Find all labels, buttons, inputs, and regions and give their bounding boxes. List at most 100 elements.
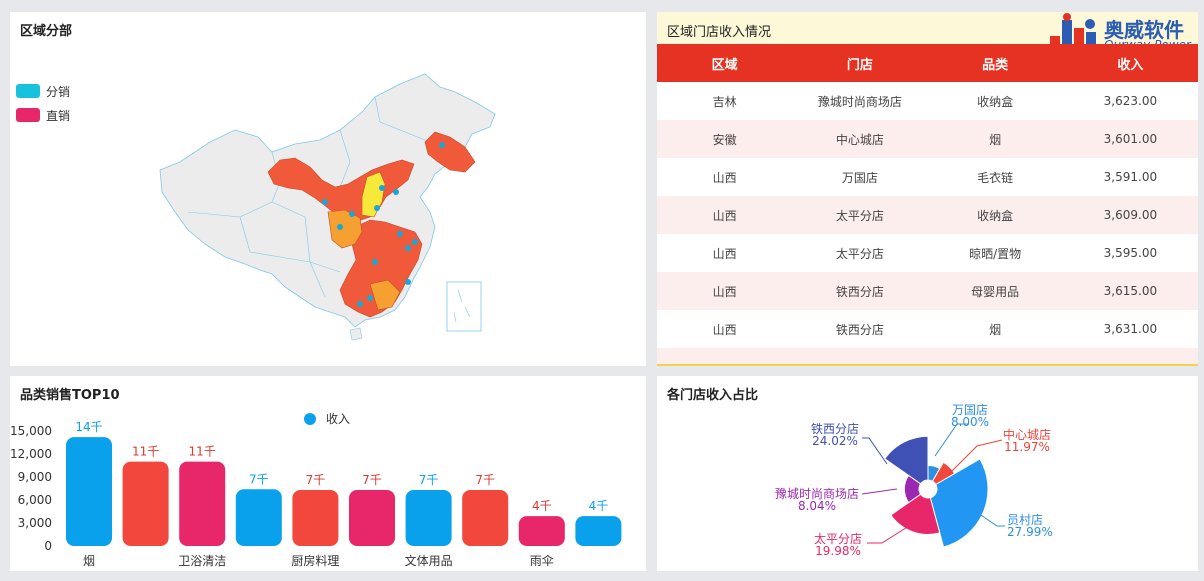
bar[interactable] [66, 437, 112, 546]
column-header-category[interactable]: 品类 [927, 44, 1063, 82]
region-distribution-south[interactable] [369, 279, 401, 311]
rose-label-line [861, 488, 898, 495]
cell-store: 铁西分店 [835, 322, 884, 337]
bar[interactable] [405, 490, 452, 546]
cell-store: 太平分店 [792, 196, 928, 234]
rose-label-name: 豫城时尚商场店 [775, 486, 859, 501]
rose-slice[interactable] [884, 435, 929, 485]
x-tick-label: 烟 [83, 554, 95, 568]
cell-category: 烟 [989, 322, 1002, 337]
table-row[interactable]: 吉林 豫城时尚商场店 收纳盒 3,623.00 [657, 82, 1198, 120]
rose-center [919, 480, 937, 498]
legend-dot-income [304, 412, 316, 425]
rose-label-line [974, 510, 1005, 527]
cell-category: 烟 [927, 120, 1063, 158]
cell-region: 山西 [712, 322, 737, 337]
store-marker [397, 231, 403, 237]
table-row[interactable]: 山西 铁西分店 母婴用品 3,615.00 [657, 272, 1198, 310]
map-panel-title: 区域分部 [20, 24, 73, 39]
rose-label-pct: 8.04% [798, 499, 836, 513]
y-tick-label: 12,000 [10, 447, 52, 461]
legend-item-direct[interactable]: 直销 [16, 103, 70, 127]
bar-legend[interactable]: 收入 [304, 410, 350, 427]
cell-category: 母婴用品 [927, 272, 1063, 310]
cell-region: 山西 [657, 272, 793, 310]
legend-label-direct: 直销 [46, 108, 71, 123]
cell-category: 收纳盒 [927, 196, 1063, 234]
bar[interactable] [462, 490, 509, 546]
bar[interactable] [518, 516, 565, 546]
store-marker [349, 211, 355, 217]
cell-category: 毛衣链 [977, 170, 1014, 185]
bar[interactable] [292, 490, 339, 546]
rose-label-name: 万国店 [952, 403, 988, 417]
store-marker [357, 301, 363, 307]
cell-store: 铁西分店 [792, 272, 928, 310]
cell-region: 安徽 [657, 120, 793, 158]
legend-label-income: 收入 [326, 412, 351, 426]
table-row[interactable]: 安徽 中心城店 烟 3,601.00 [657, 120, 1198, 158]
region-distribution-west[interactable] [327, 209, 363, 249]
table-row[interactable]: 山西 太平分店 晾晒/置物 3,595.00 [657, 234, 1198, 272]
y-tick-label: 15,000 [10, 424, 52, 438]
column-header-store[interactable]: 门店 [792, 44, 928, 82]
region-map-panel: 区域分部 分销 直销 [10, 12, 646, 366]
store-marker [405, 245, 411, 251]
store-markers [322, 142, 445, 307]
x-tick-label: 厨房料理 [291, 553, 339, 568]
table-row[interactable]: 山西 万国店 毛衣链 3,591.00 [657, 158, 1198, 196]
cell-category: 收纳盒 [977, 94, 1014, 109]
china-map[interactable] [10, 12, 646, 366]
store-marker [374, 205, 380, 211]
region-direct-northeast[interactable] [424, 131, 476, 173]
y-tick-label: 9,000 [18, 470, 52, 484]
rose-label-line [948, 439, 1003, 475]
bar-data-label: 7千 [419, 473, 439, 487]
table-row[interactable]: 山西 太平分店 收纳盒 3,609.00 [657, 196, 1198, 234]
logo-main-text: 奥威软件 [1104, 18, 1184, 42]
cell-income: 3,595.00 [1103, 246, 1158, 260]
store-marker [412, 239, 418, 245]
column-header-income[interactable]: 收入 [1062, 44, 1198, 82]
bar-data-label: 14千 [75, 420, 102, 434]
legend-label-distribution: 分销 [46, 84, 71, 99]
pie-panel-title: 各门店收入占比 [667, 388, 759, 403]
cell-income: 3,601.00 [1062, 120, 1198, 158]
bar-panel-title: 品类销售TOP10 [20, 388, 120, 403]
store-marker [379, 185, 385, 191]
column-header-region[interactable]: 区域 [657, 44, 793, 82]
store-income-panel: 区域门店收入情况 奥威软件 Ourway Power 区域 门店 品类 收入 吉… [657, 12, 1198, 366]
category-sales-panel: 品类销售TOP10 收入 0 3,000 6,000 9,000 12,000 15,00… [10, 376, 646, 571]
rose-label-line [934, 423, 969, 457]
rose-label-line [862, 437, 888, 465]
bar[interactable] [122, 461, 169, 546]
bar[interactable] [235, 489, 282, 546]
bar-data-label: 7千 [249, 472, 269, 486]
table-row[interactable]: 山西 铁西分店 烟 3,631.00 [657, 310, 1198, 348]
rose-label-pct: 19.98% [815, 544, 861, 558]
cell-store: 中心城店 [792, 120, 928, 158]
table-panel-title: 区域门店收入情况 [667, 25, 772, 40]
table-header-bar [657, 12, 1198, 44]
bar[interactable] [575, 516, 622, 546]
bar-data-label: 11千 [132, 445, 159, 459]
store-marker [372, 259, 378, 265]
cell-income: 3,609.00 [1062, 196, 1198, 234]
cell-store: 万国店 [841, 170, 878, 185]
cell-income: 3,591.00 [1103, 170, 1158, 184]
store-share-panel: 各门店收入占比 万国店 8.00% 中心城店 11.97% 员村店 27.99% 太平分店 1… [657, 376, 1198, 571]
cell-income: 3,623.00 [1103, 94, 1158, 108]
store-marker [367, 295, 373, 301]
bar[interactable] [349, 490, 395, 546]
legend-item-distribution[interactable]: 分销 [16, 79, 70, 103]
bar[interactable] [179, 461, 226, 546]
rose-label-name: 铁西分店 [811, 422, 859, 436]
rose-label-pct: 27.99% [1007, 525, 1053, 539]
bar-data-label: 11千 [189, 445, 216, 459]
rose-label-line [867, 525, 910, 544]
store-marker [393, 189, 399, 195]
cell-region: 山西 [712, 170, 737, 185]
cell-store: 太平分店 [835, 246, 884, 261]
